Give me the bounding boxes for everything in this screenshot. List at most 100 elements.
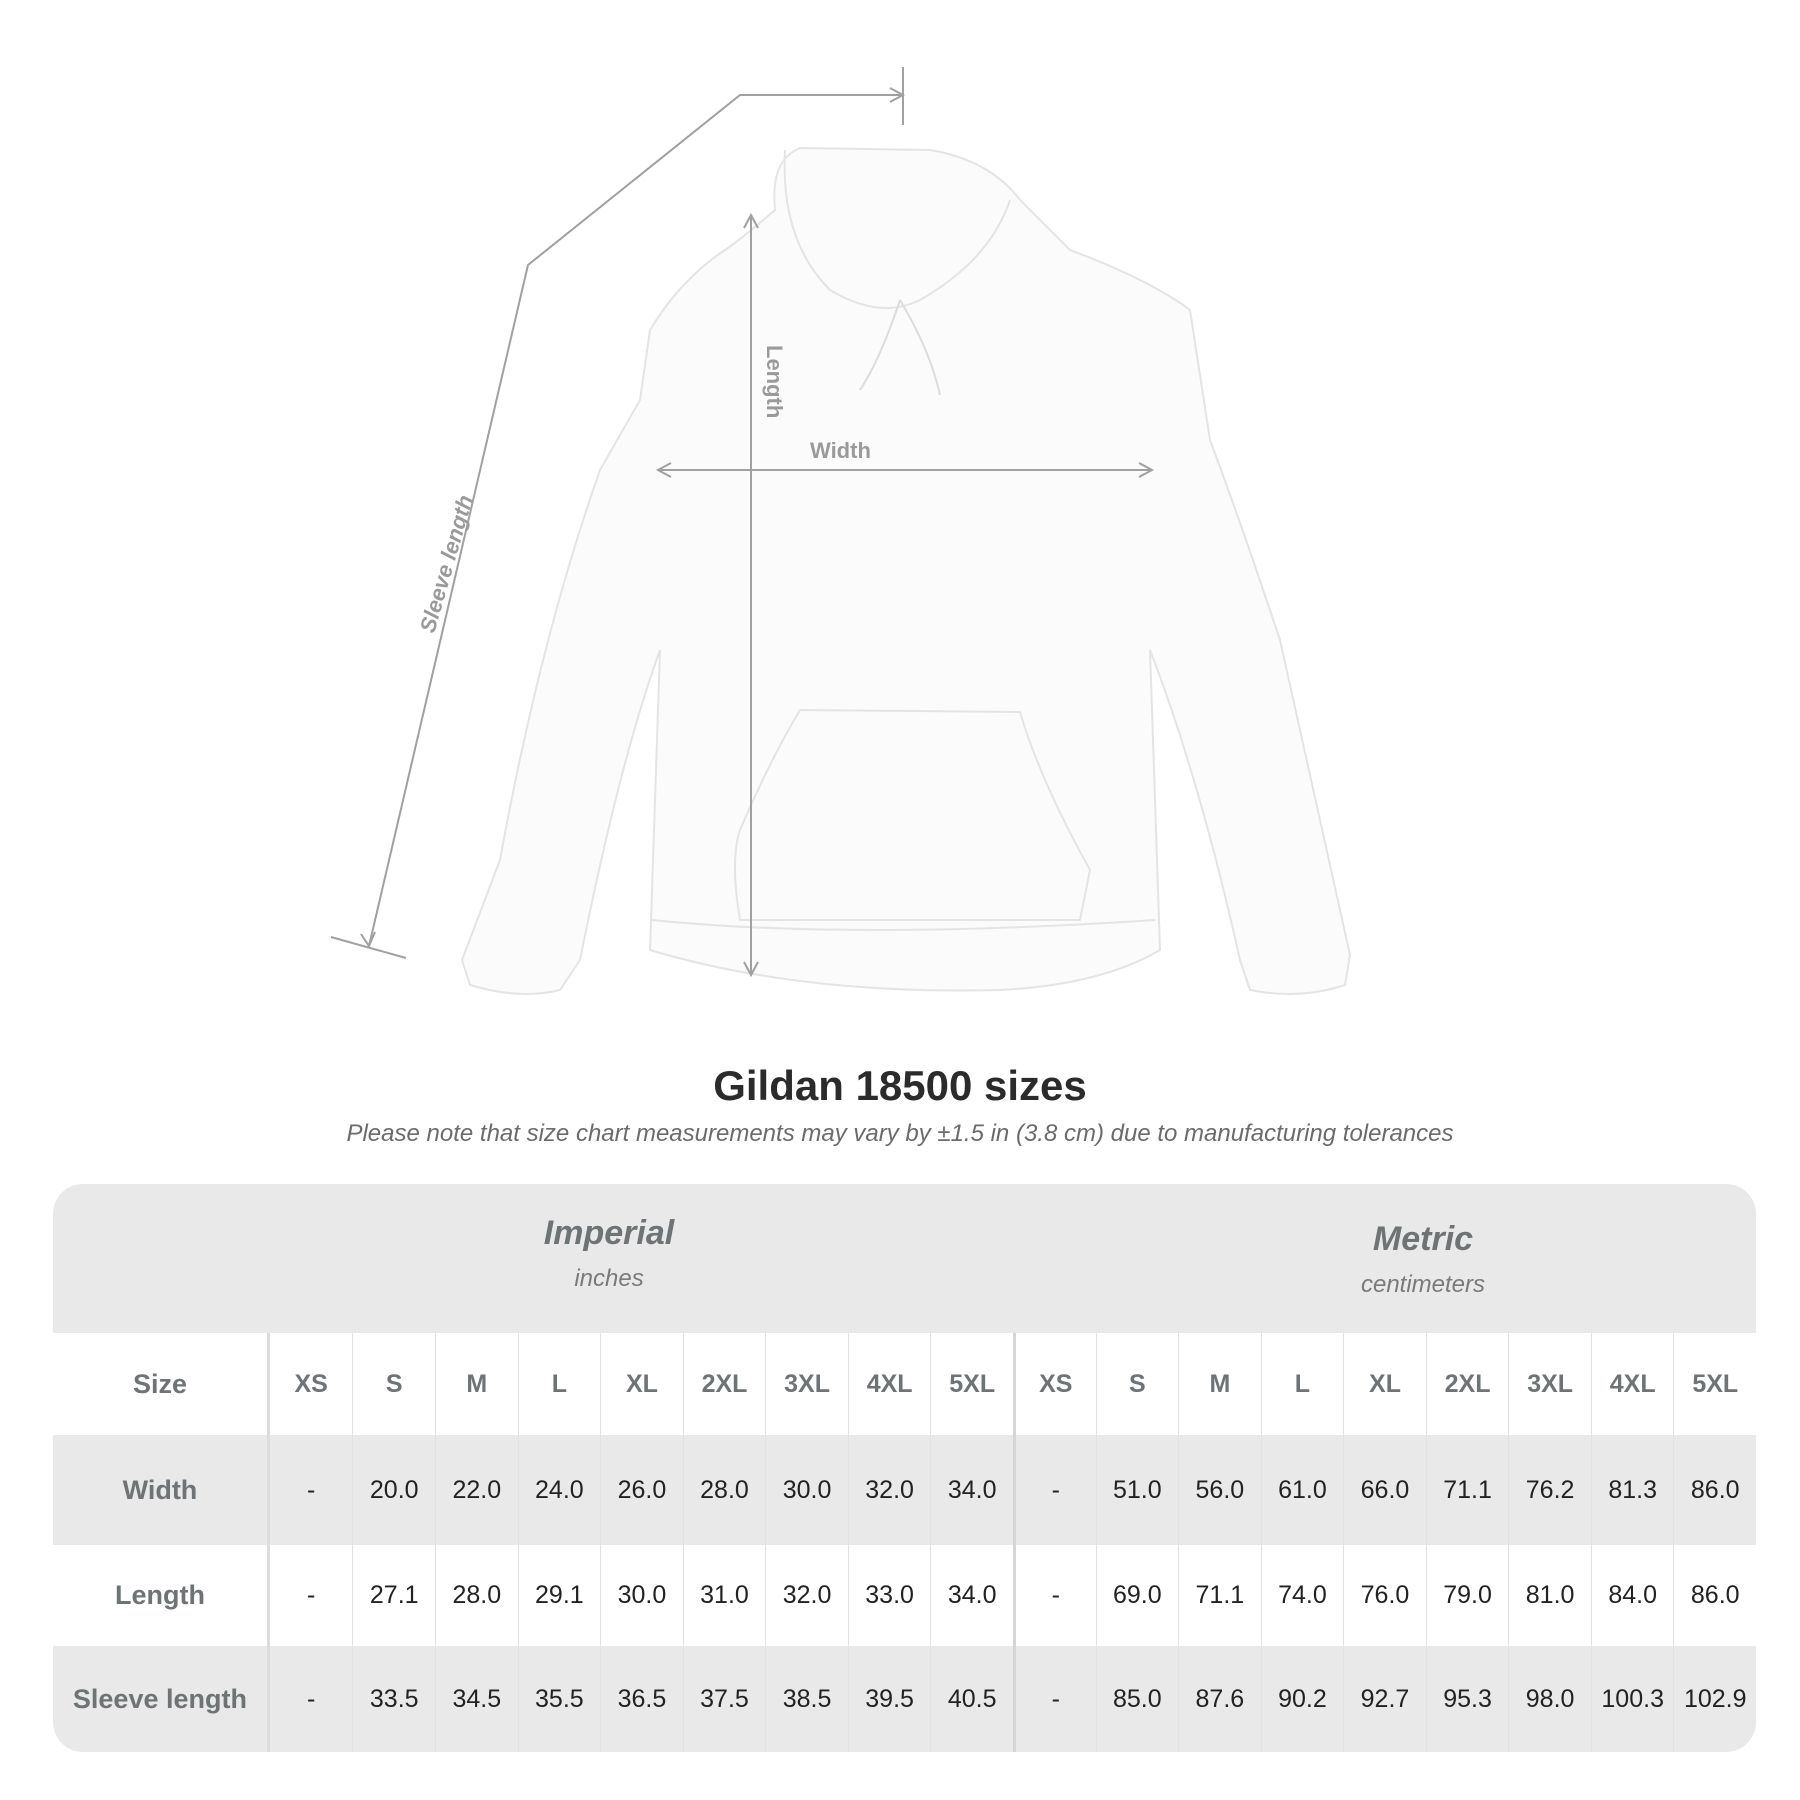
imperial-cell: 35.5 [517,1646,601,1752]
table-row: Sleeve length - 33.5 34.5 35.5 36.5 37.5 38.5 39… [53,1646,1756,1752]
size-header-cell: L [517,1333,601,1435]
row-label: Sleeve length [53,1646,270,1752]
sleeve-arrow-bottom [360,931,376,949]
metric-cell: 56.0 [1178,1435,1261,1545]
metric-cell: - [1012,1435,1096,1545]
size-header-cell: M [1178,1333,1261,1435]
metric-cell: 84.0 [1590,1545,1674,1646]
imperial-cell: - [307,1475,316,1504]
metric-cell: 81.3 [1590,1435,1674,1545]
tolerance-note: Please note that size chart measurements… [346,1120,1454,1147]
imperial-cell: 22.0 [435,1435,518,1545]
size-header-cell: M [435,1333,518,1435]
metric-cell: 76.2 [1508,1435,1591,1545]
metric-cell: 86.0 [1673,1435,1756,1545]
metric-cell: 71.1 [1178,1545,1261,1646]
imperial-cell: 34.0 [930,1435,1013,1545]
metric-cell: 102.9 [1673,1646,1756,1752]
metric-cell: 76.0 [1343,1545,1426,1646]
metric-cell: 85.0 [1095,1646,1179,1752]
measurement-lines [330,67,1155,978]
metric-title: Metric [1372,1220,1474,1258]
imperial-cell: 37.5 [682,1646,766,1752]
hoodie-diagram: Length Width Sleeve length [330,67,1352,995]
imperial-cell: 33.0 [847,1545,931,1646]
size-header-cell: 2XL [682,1333,766,1435]
imperial-cell: 39.5 [847,1646,931,1752]
width-label: Width [810,438,871,463]
imperial-header: Imperial inches [309,1214,909,1293]
imperial-cell: 33.5 [352,1646,435,1752]
metric-cell: 92.7 [1343,1646,1426,1752]
metric-cell: 71.1 [1425,1435,1509,1545]
metric-cell: 86.0 [1673,1545,1756,1646]
imperial-cell: 32.0 [765,1545,848,1646]
size-header-cell: 4XL [1590,1333,1674,1435]
size-header-cell: XS [1012,1333,1096,1435]
imperial-cell: 34.0 [930,1545,1013,1646]
metric-header: Metric centimeters [1123,1220,1723,1299]
imperial-cell: 38.5 [765,1646,848,1752]
imperial-cell: - [307,1684,316,1713]
row-label: Width [53,1435,270,1545]
imperial-title: Imperial [543,1214,675,1252]
metric-cell: 81.0 [1508,1545,1591,1646]
length-arrow-bottom [743,961,759,978]
imperial-cell: 40.5 [930,1646,1013,1752]
metric-cell: 100.3 [1590,1646,1674,1752]
imperial-cell: 27.1 [352,1545,435,1646]
imperial-cell: 26.0 [600,1435,683,1545]
imperial-cell: 34.5 [435,1646,518,1752]
row-label: Size [53,1333,270,1435]
imperial-cell: 20.0 [352,1435,435,1545]
metric-cell: 69.0 [1095,1545,1179,1646]
table-row: Width -20.0 22.0 24.0 26.0 28.0 30.0 32.0 34.0-5… [53,1435,1756,1545]
metric-unit: centimeters [1360,1271,1486,1298]
table-row: Length -27.1 28.0 29.1 30.0 31.0 32.0 33.0 34.0-… [53,1545,1756,1646]
size-header-cell: 3XL [765,1333,848,1435]
imperial-cell: 24.0 [517,1435,601,1545]
row-label: Length [53,1545,270,1646]
size-header-cell: S [352,1333,435,1435]
page-title: Gildan 18500 sizes [713,1062,1087,1109]
imperial-cell: 32.0 [847,1435,931,1545]
size-header-cell: 2XL [1425,1333,1509,1435]
metric-cell: - [1012,1545,1096,1646]
imperial-cell: 28.0 [682,1435,766,1545]
size-header-cell: XS [294,1369,328,1398]
imperial-cell: - [307,1581,316,1609]
size-table: Imperial inches Metric centimeters Size X… [53,1184,1756,1752]
metric-cell: 79.0 [1425,1545,1509,1646]
imperial-cell: 36.5 [600,1646,683,1752]
metric-cell: 98.0 [1508,1646,1591,1752]
imperial-cell: 29.1 [517,1545,601,1646]
size-header-cell: 5XL [930,1333,1013,1435]
hoodie-illustration [460,146,1352,995]
sleeve-arrow-top [889,87,906,103]
sleeve-length-line [368,94,903,947]
size-header-cell: 3XL [1508,1333,1591,1435]
size-header-cell: S [1095,1333,1179,1435]
metric-cell: - [1012,1646,1096,1752]
metric-cell: 66.0 [1343,1435,1426,1545]
size-header-cell: 5XL [1673,1333,1756,1435]
size-header-row: Size XS S M L XL 2XL 3XL 4XL 5XL XS S M L XL 2XL 3XL 4XL 5… [53,1333,1756,1435]
width-arrow-right [1138,462,1155,478]
imperial-cell: 31.0 [682,1545,766,1646]
metric-cell: 61.0 [1260,1435,1344,1545]
imperial-unit: inches [574,1265,644,1292]
imperial-cell: 30.0 [765,1435,848,1545]
metric-cell: 87.6 [1178,1646,1261,1752]
imperial-cell: 30.0 [600,1545,683,1646]
metric-cell: 95.3 [1425,1646,1509,1752]
size-header-cell: XL [600,1333,683,1435]
size-header-cell: 4XL [847,1333,931,1435]
sleeve-end-tick [330,936,407,959]
size-header-cell: XL [1343,1333,1426,1435]
metric-cell: 74.0 [1260,1545,1344,1646]
length-arrow-top [743,212,759,229]
width-arrow-left [655,462,672,478]
metric-cell: 51.0 [1095,1435,1179,1545]
size-header-cell: L [1260,1333,1344,1435]
imperial-cell: 28.0 [435,1545,518,1646]
